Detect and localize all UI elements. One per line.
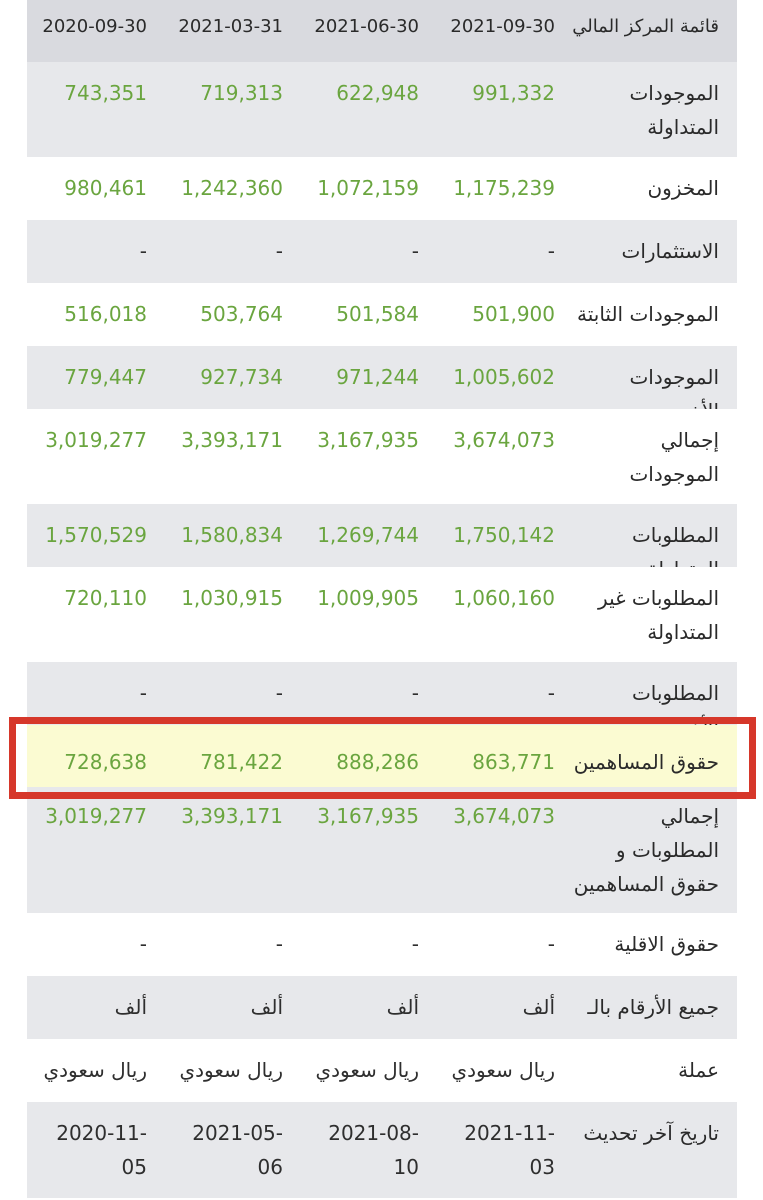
cell-value: 728,638 [64, 750, 147, 774]
table-row: - - - - حقوق الاقلية [27, 913, 737, 976]
cell-value: ألف [386, 995, 419, 1019]
table-row: 743,351 719,313 622,948 991,332 الموجودا… [27, 62, 737, 157]
cell-value: 1,269,744 [317, 523, 419, 547]
cell-value: 1,570,529 [45, 523, 147, 547]
row-label: حقوق الاقلية [614, 932, 719, 956]
cell-value: 863,771 [472, 750, 555, 774]
cell-value: 1,175,239 [453, 176, 555, 200]
cell-value: 516,018 [64, 302, 147, 326]
cell-value: 3,167,935 [317, 804, 419, 828]
cell-value: 1,580,834 [181, 523, 283, 547]
table-row: 720,110 1,030,915 1,009,905 1,060,160 ال… [27, 567, 737, 662]
table-row: - - - - الاستثمارات [27, 220, 737, 283]
row-label: عملة [678, 1058, 719, 1082]
cell-value: 3,019,277 [45, 804, 147, 828]
cell-value: - [139, 932, 147, 956]
header-date-2021-09-30: 2021-09-30 [450, 16, 555, 37]
row-label: المطلوبات غير المتداولة [598, 586, 719, 644]
row-label: إجمالي الموجودات [629, 428, 719, 486]
cell-value: ألف [522, 995, 555, 1019]
cell-value: - [547, 239, 555, 263]
row-label: جميع الأرقام بالـ [587, 995, 719, 1019]
cell-value: 503,764 [200, 302, 283, 326]
table-row: ريال سعودي ريال سعودي ريال سعودي ريال سع… [27, 1039, 737, 1102]
table-row: 516,018 503,764 501,584 501,900 الموجودا… [27, 283, 737, 346]
table-row: 779,447 927,734 971,244 1,005,602 الموجو… [27, 346, 737, 423]
cell-value: - [547, 932, 555, 956]
table-header-row: 2020-09-30 2021-03-31 2021-06-30 2021-09… [27, 0, 737, 62]
cell-value: 3,393,171 [181, 804, 283, 828]
cell-value: 3,019,277 [45, 428, 147, 452]
cell-value: 980,461 [64, 176, 147, 200]
cell-value: 2021-05- 06 [192, 1121, 283, 1179]
cell-value: 3,674,073 [453, 428, 555, 452]
table-row: 3,019,277 3,393,171 3,167,935 3,674,073 … [27, 409, 737, 504]
cell-value: ألف [250, 995, 283, 1019]
cell-value: 1,060,160 [453, 586, 555, 610]
cell-value: 1,005,602 [453, 365, 555, 389]
table-row: 980,461 1,242,360 1,072,159 1,175,239 ال… [27, 157, 737, 220]
financial-position-table: 2020-09-30 2021-03-31 2021-06-30 2021-09… [27, 0, 737, 1198]
row-label: الموجودات الثابتة [577, 302, 719, 326]
cell-value: 2021-11- 03 [464, 1121, 555, 1179]
cell-value: 1,242,360 [181, 176, 283, 200]
cell-value: 991,332 [472, 81, 555, 105]
cell-value: 3,167,935 [317, 428, 419, 452]
cell-value: ريال سعودي [315, 1058, 419, 1082]
header-date-2021-06-30: 2021-06-30 [314, 16, 419, 37]
cell-value: 779,447 [64, 365, 147, 389]
cell-value: 720,110 [64, 586, 147, 610]
cell-value: - [411, 932, 419, 956]
cell-value: - [139, 239, 147, 263]
cell-value: 971,244 [336, 365, 419, 389]
table-row: 2020-11- 05 2021-05- 06 2021-08- 10 2021-11… [27, 1102, 737, 1198]
cell-value: - [275, 932, 283, 956]
table-row: - - - - المطلوبات الأخرى [27, 662, 737, 739]
cell-value: 719,313 [200, 81, 283, 105]
cell-value: 927,734 [200, 365, 283, 389]
row-label: الموجودات المتداولة [629, 81, 719, 139]
cell-value: - [411, 239, 419, 263]
cell-value: 1,030,915 [181, 586, 283, 610]
row-label: تاريخ آخر تحديث [583, 1121, 719, 1145]
cell-value: 2021-08- 10 [328, 1121, 419, 1179]
cell-value: - [275, 681, 283, 705]
row-label: إجمالي المطلوبات و حقوق المساهمين [573, 804, 719, 896]
table-row: 1,570,529 1,580,834 1,269,744 1,750,142 … [27, 504, 737, 581]
cell-value: 1,750,142 [453, 523, 555, 547]
cell-value: 781,422 [200, 750, 283, 774]
row-label: الاستثمارات [621, 239, 720, 263]
cell-value: - [275, 239, 283, 263]
cell-value: - [547, 681, 555, 705]
table-row: 3,019,277 3,393,171 3,167,935 3,674,073 … [27, 787, 737, 913]
cell-value: - [411, 681, 419, 705]
cell-value: ريال سعودي [451, 1058, 555, 1082]
row-label: المخزون [647, 176, 719, 200]
header-date-2020-09-30: 2020-09-30 [42, 16, 147, 37]
cell-value: ريال سعودي [43, 1058, 147, 1082]
cell-value: 501,584 [336, 302, 419, 326]
table-row-highlighted: 728,638 781,422 888,286 863,771 حقوق الم… [27, 725, 737, 787]
cell-value: 501,900 [472, 302, 555, 326]
table-row: ألف ألف ألف ألف جميع الأرقام بالـ [27, 976, 737, 1039]
cell-value: 3,393,171 [181, 428, 283, 452]
cell-value: ريال سعودي [179, 1058, 283, 1082]
cell-value: 3,674,073 [453, 804, 555, 828]
cell-value: - [139, 681, 147, 705]
header-title: قائمة المركز المالي [572, 16, 719, 37]
cell-value: 622,948 [336, 81, 419, 105]
cell-value: ألف [114, 995, 147, 1019]
cell-value: 888,286 [336, 750, 419, 774]
header-date-2021-03-31: 2021-03-31 [178, 16, 283, 37]
cell-value: 1,009,905 [317, 586, 419, 610]
cell-value: 1,072,159 [317, 176, 419, 200]
cell-value: 743,351 [64, 81, 147, 105]
row-label: حقوق المساهمين [573, 750, 719, 774]
cell-value: 2020-11- 05 [56, 1121, 147, 1179]
